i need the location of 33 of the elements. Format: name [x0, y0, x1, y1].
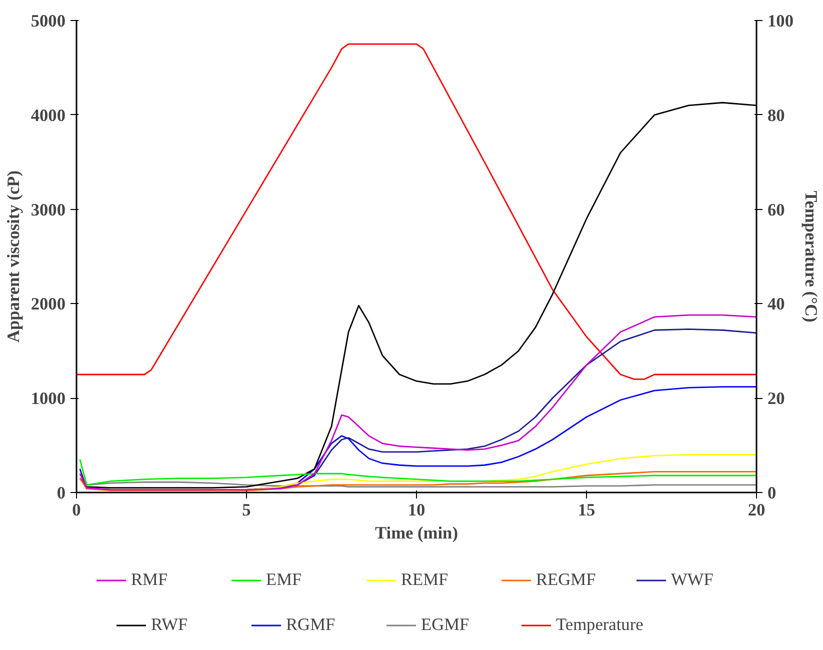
- y-tick-label: 2000: [30, 294, 66, 314]
- y2-axis-title: Temperature (°C): [801, 190, 820, 323]
- y-tick-label: 3000: [30, 200, 66, 220]
- x-tick-label: 0: [72, 500, 81, 520]
- x-tick-label: 10: [408, 500, 426, 520]
- legend-label: RMF: [131, 570, 169, 590]
- legend-label: WWF: [671, 570, 714, 590]
- y-axis-title: Apparent viscosity (cP): [4, 170, 23, 342]
- legend-label: Temperature: [556, 615, 644, 635]
- x-tick-label: 15: [578, 500, 596, 520]
- line-series: [79, 458, 756, 486]
- y-tick-label: 1000: [30, 389, 66, 408]
- x-tick-label: 20: [748, 500, 766, 520]
- line-series: [79, 478, 756, 488]
- legend-label: RGMF: [286, 615, 336, 635]
- y2-tick-label: 80: [768, 106, 785, 125]
- legend-label: RWF: [151, 615, 189, 635]
- x-tick-label: 5: [242, 500, 252, 520]
- legend-label: EMF: [266, 570, 303, 590]
- y-tick-label: 4000: [30, 106, 66, 125]
- y-tick-label: 0: [56, 484, 66, 502]
- x-axis-title: Time (min): [375, 524, 458, 542]
- legend-label: REMF: [401, 570, 450, 590]
- y2-tick-label: 20: [768, 389, 785, 408]
- y-tick-label: 5000: [30, 12, 66, 30]
- y2-tick-label: 0: [768, 484, 776, 502]
- y2-tick-label: 100: [768, 12, 794, 30]
- line-series: [76, 43, 756, 380]
- legend-label: EGMF: [421, 615, 470, 635]
- legend-label: REGMF: [536, 570, 597, 590]
- y2-tick-label: 40: [768, 294, 785, 314]
- line-series: [79, 471, 756, 492]
- y2-tick-label: 60: [768, 200, 785, 220]
